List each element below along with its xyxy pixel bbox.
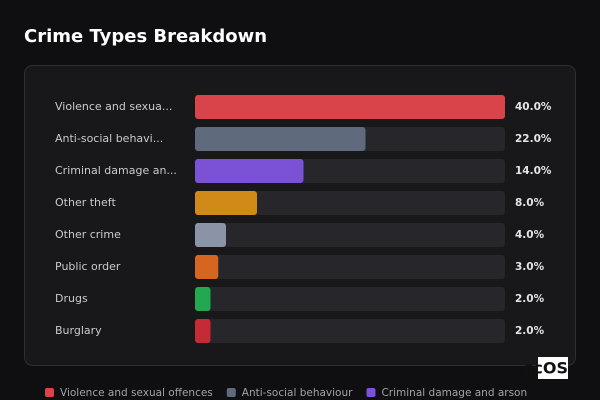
watermark-box — [538, 357, 568, 379]
value-label: 4.0% — [515, 229, 545, 241]
bar — [195, 223, 226, 247]
bar-track — [195, 319, 505, 343]
category-label: Violence and sexua... — [55, 100, 172, 113]
bar — [195, 287, 211, 311]
legend-swatch — [45, 388, 54, 397]
category-label: Other theft — [55, 196, 116, 209]
legend-swatch — [226, 388, 236, 397]
category-label: Drugs — [55, 292, 88, 305]
watermark: scOS — [524, 359, 568, 378]
category-label: Criminal damage an... — [55, 164, 177, 177]
bar — [195, 95, 505, 119]
legend-label: Violence and sexual offences — [60, 387, 213, 399]
bar-track — [195, 223, 505, 247]
category-label: Anti-social behavi... — [55, 132, 163, 145]
value-label: 22.0% — [515, 133, 552, 145]
value-label: 2.0% — [515, 325, 545, 337]
bar — [195, 127, 366, 151]
legend-swatch — [366, 388, 376, 397]
value-label: 14.0% — [515, 165, 552, 177]
value-label: 3.0% — [515, 261, 545, 273]
category-label: Burglary — [55, 324, 102, 337]
legend-label: Criminal damage and arson — [381, 387, 527, 399]
legend-label: Anti-social behaviour — [242, 387, 353, 399]
bar — [195, 319, 211, 343]
bar — [195, 159, 304, 183]
bar — [195, 191, 257, 215]
bar — [195, 255, 219, 279]
value-label: 40.0% — [515, 101, 552, 113]
category-label: Other crime — [55, 228, 121, 241]
category-label: Public order — [55, 260, 121, 273]
bar-track — [195, 287, 505, 311]
bar-track — [195, 191, 505, 215]
chart-title: Crime Types Breakdown — [24, 26, 267, 47]
bar-track — [195, 255, 505, 279]
value-label: 8.0% — [515, 197, 545, 209]
value-label: 2.0% — [515, 293, 545, 305]
